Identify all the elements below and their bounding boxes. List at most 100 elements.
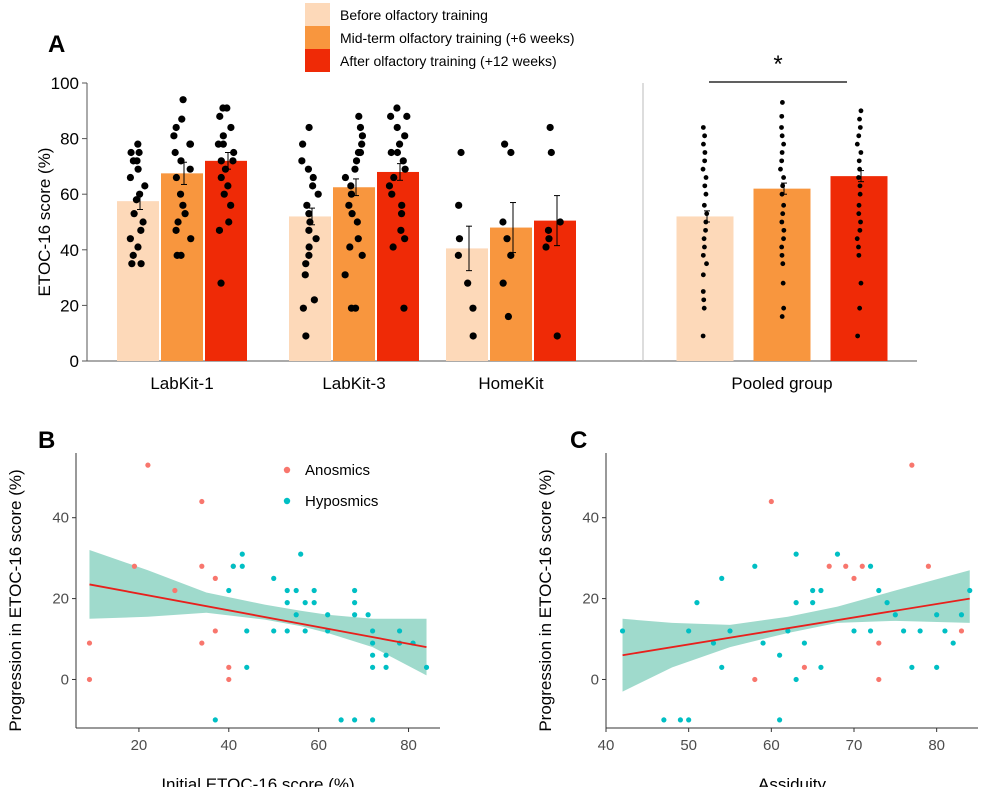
legend-swatch-a [305,49,330,72]
y-axis-label: Progression in ETOC-16 score (%) [6,469,25,731]
data-point [387,148,395,157]
data-point [857,305,863,311]
scatter-point-hyposmics [226,587,232,594]
scatter-point-hyposmics [851,628,857,634]
data-point [399,157,407,165]
data-point [855,333,861,339]
data-point [704,261,709,267]
scatter-point-hyposmics [352,612,358,618]
data-point [703,227,708,233]
data-point [187,235,195,243]
data-point [385,182,394,190]
data-point [779,125,784,130]
scatter-point-hyposmics [686,628,692,634]
data-point [179,96,187,104]
data-point [403,112,411,120]
x-tick-label: 50 [680,737,697,754]
data-point [700,125,706,130]
scatter-point-hyposmics [369,628,376,634]
y-tick-label-a: 20 [60,296,79,315]
data-point [220,190,228,198]
legend-label: Anosmics [305,462,370,479]
data-point [701,305,707,311]
scatter-point-hyposmics [383,664,389,670]
data-point [395,140,404,148]
data-point [126,173,135,182]
scatter-point-hyposmics [619,628,626,634]
data-point [701,236,707,242]
category-label-a: Pooled group [731,374,832,393]
data-point [353,218,361,226]
data-point [221,165,230,173]
data-point [229,157,237,165]
x-tick-label: 70 [846,737,863,754]
data-point [701,141,706,147]
data-point [781,305,787,311]
data-point [857,227,863,233]
legend-swatch-a [305,26,330,49]
scatter-point-anosmics [851,575,857,581]
scatter-point-anosmics [199,498,205,505]
data-point [303,201,311,209]
scatter-point-hyposmics [958,612,965,618]
data-point [858,219,863,225]
scatter-point-hyposmics [801,640,808,646]
data-point [856,133,862,139]
bar-labkit-3 [289,216,331,361]
scatter-point-anosmics [925,563,932,569]
data-point [700,272,706,278]
data-point [856,252,862,258]
data-point [703,175,709,180]
scatter-point-hyposmics [271,575,277,581]
data-point [352,157,361,165]
data-point [306,218,314,226]
data-point [172,226,180,234]
scatter-point-anosmics [843,563,849,569]
scatter-point-hyposmics [719,664,725,670]
y-tick-label: 0 [61,671,69,688]
scatter-point-hyposmics [352,717,358,723]
scatter-point-hyposmics [325,612,331,618]
scatter-point-hyposmics [311,587,317,594]
scatter-point-anosmics [958,628,965,634]
scatter-point-hyposmics [867,628,874,634]
data-point [302,332,310,340]
scatter-point-hyposmics [383,652,389,658]
data-point [305,251,313,259]
data-point [401,165,409,173]
scatter-point-anosmics [826,563,832,569]
data-point [393,148,402,157]
data-point [401,132,409,140]
data-point [170,132,178,140]
data-point [305,123,313,132]
scatter-point-hyposmics [293,612,299,618]
data-point [217,279,225,287]
data-point [702,133,708,139]
x-tick-label: 60 [310,737,327,754]
data-point [455,235,464,243]
data-point [219,104,227,112]
data-point [172,173,181,182]
scatter-point-hyposmics [396,628,403,634]
data-point [545,235,553,243]
data-point [305,226,313,234]
panel-letter-b: B [38,427,55,454]
x-tick-label: 60 [763,737,780,754]
scatter-point-hyposmics [271,628,277,634]
data-point [171,148,179,157]
y-axis-label-a: ETOC-16 score (%) [35,148,54,297]
data-point [305,243,313,251]
data-point [702,183,708,189]
data-point [341,173,350,182]
data-point [779,113,785,119]
data-point [501,140,509,148]
significance-star: * [773,51,782,78]
bar-labkit-1 [161,173,203,361]
data-point [781,202,787,208]
data-point [401,235,409,243]
data-point [856,175,861,180]
data-point [780,183,786,189]
data-point [390,173,398,182]
y-tick-label-a: 100 [51,74,79,93]
y-tick-label-a: 0 [70,352,79,371]
